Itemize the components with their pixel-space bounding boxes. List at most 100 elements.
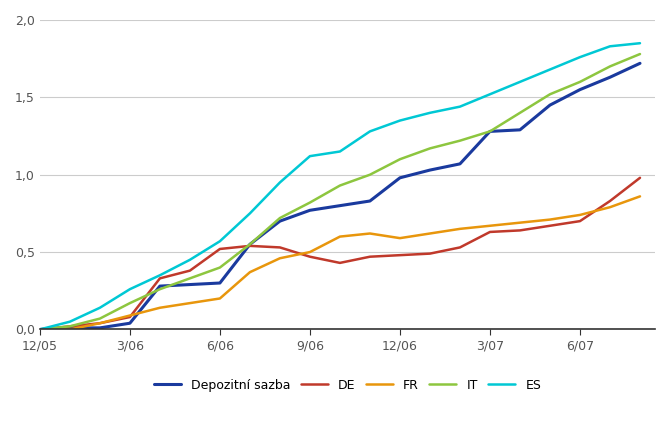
- IT: [36, 327, 44, 332]
- Line: IT: IT: [40, 54, 640, 329]
- IT: [366, 172, 374, 177]
- ES: [36, 327, 44, 332]
- Depozitní sazba: [126, 321, 134, 326]
- IT: [516, 110, 524, 115]
- FR: [636, 194, 644, 199]
- Depozitní sazba: [546, 102, 554, 108]
- DE: [36, 327, 44, 332]
- FR: [96, 321, 104, 326]
- DE: [636, 175, 644, 180]
- FR: [126, 313, 134, 318]
- Depozitní sazba: [36, 327, 44, 332]
- ES: [156, 273, 164, 278]
- Depozitní sazba: [456, 161, 464, 166]
- DE: [426, 251, 434, 256]
- FR: [606, 205, 614, 210]
- IT: [606, 64, 614, 69]
- ES: [606, 44, 614, 49]
- DE: [216, 246, 224, 252]
- ES: [96, 305, 104, 310]
- FR: [36, 327, 44, 332]
- FR: [516, 220, 524, 225]
- Line: DE: DE: [40, 178, 640, 329]
- FR: [156, 305, 164, 310]
- FR: [246, 270, 254, 275]
- Depozitní sazba: [366, 198, 374, 204]
- ES: [246, 211, 254, 216]
- FR: [396, 236, 404, 241]
- ES: [456, 104, 464, 109]
- FR: [66, 327, 74, 332]
- Depozitní sazba: [606, 75, 614, 80]
- DE: [156, 276, 164, 281]
- DE: [126, 315, 134, 320]
- IT: [486, 129, 494, 134]
- Depozitní sazba: [216, 281, 224, 286]
- ES: [306, 153, 314, 159]
- ES: [546, 67, 554, 72]
- Depozitní sazba: [576, 87, 584, 92]
- Depozitní sazba: [186, 282, 194, 287]
- Depozitní sazba: [276, 218, 284, 224]
- DE: [186, 268, 194, 273]
- Depozitní sazba: [336, 203, 344, 208]
- IT: [546, 92, 554, 97]
- FR: [576, 212, 584, 218]
- Line: FR: FR: [40, 196, 640, 329]
- Depozitní sazba: [636, 61, 644, 66]
- DE: [66, 324, 74, 329]
- IT: [156, 287, 164, 292]
- FR: [276, 256, 284, 261]
- IT: [126, 301, 134, 306]
- ES: [216, 239, 224, 244]
- ES: [636, 41, 644, 46]
- Line: Depozitní sazba: Depozitní sazba: [40, 63, 640, 329]
- Depozitní sazba: [396, 175, 404, 180]
- FR: [336, 234, 344, 239]
- IT: [636, 52, 644, 57]
- IT: [276, 215, 284, 221]
- DE: [456, 245, 464, 250]
- ES: [576, 55, 584, 60]
- IT: [576, 79, 584, 84]
- FR: [486, 223, 494, 229]
- FR: [426, 231, 434, 236]
- ES: [186, 257, 194, 263]
- ES: [426, 110, 434, 115]
- Depozitní sazba: [426, 167, 434, 173]
- DE: [576, 218, 584, 224]
- ES: [126, 287, 134, 292]
- ES: [516, 79, 524, 84]
- IT: [96, 316, 104, 321]
- DE: [396, 253, 404, 258]
- IT: [246, 242, 254, 247]
- IT: [396, 156, 404, 162]
- Depozitní sazba: [486, 129, 494, 134]
- Depozitní sazba: [66, 325, 74, 330]
- ES: [276, 180, 284, 185]
- DE: [336, 260, 344, 266]
- DE: [546, 223, 554, 229]
- FR: [546, 217, 554, 222]
- FR: [366, 231, 374, 236]
- IT: [216, 265, 224, 270]
- DE: [306, 254, 314, 259]
- Line: ES: ES: [40, 43, 640, 329]
- IT: [186, 276, 194, 281]
- Depozitní sazba: [306, 208, 314, 213]
- DE: [276, 245, 284, 250]
- DE: [486, 229, 494, 235]
- DE: [606, 198, 614, 204]
- ES: [366, 129, 374, 134]
- IT: [456, 138, 464, 143]
- ES: [396, 118, 404, 123]
- Depozitní sazba: [156, 284, 164, 289]
- DE: [96, 321, 104, 326]
- DE: [246, 243, 254, 249]
- ES: [336, 149, 344, 154]
- Depozitní sazba: [246, 242, 254, 247]
- DE: [366, 254, 374, 259]
- IT: [66, 324, 74, 329]
- ES: [486, 92, 494, 97]
- FR: [216, 296, 224, 301]
